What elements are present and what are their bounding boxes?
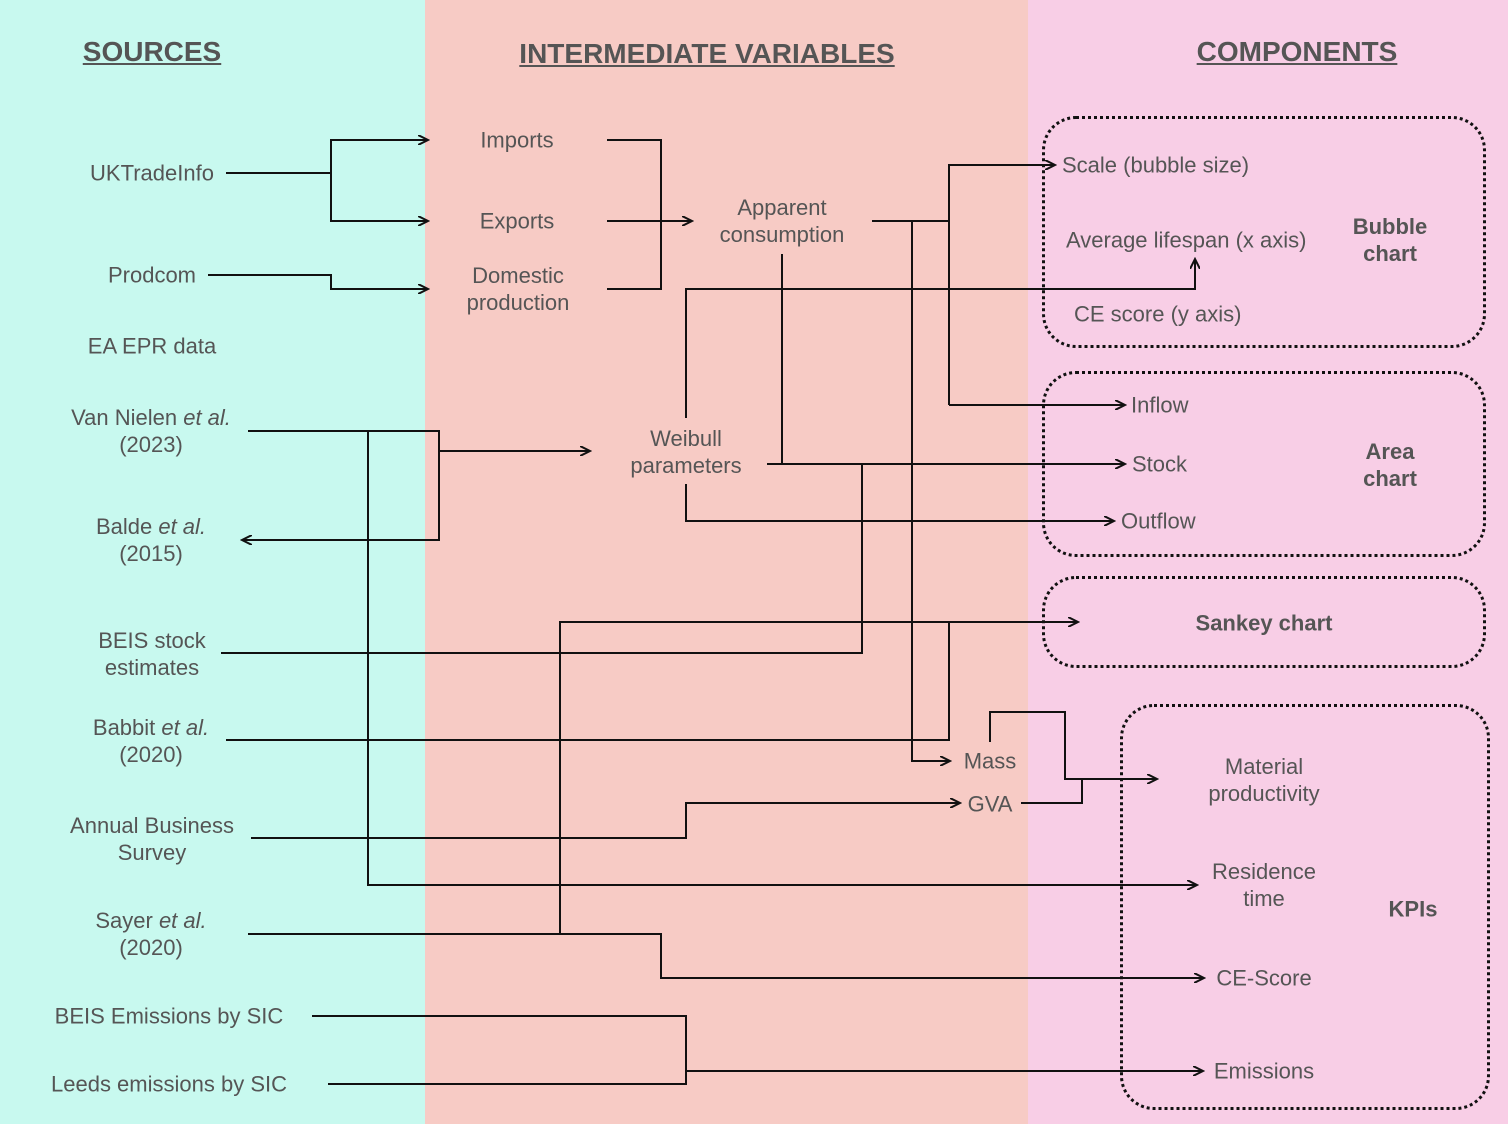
edge-apparent-mass bbox=[911, 221, 950, 761]
source-van-nielen-author: Van Nielen bbox=[71, 405, 184, 430]
comp-area-title: Area chart bbox=[1363, 438, 1417, 492]
source-babbit-author: Babbit bbox=[92, 715, 162, 740]
source-babbit-etal: et al. bbox=[161, 715, 210, 740]
edge-weibull-lifespan bbox=[685, 259, 1195, 418]
kpi-material-line2: productivity bbox=[1208, 781, 1320, 806]
var-imports: Imports bbox=[480, 127, 554, 153]
kpis-group bbox=[1120, 704, 1490, 1110]
source-balde-year: (2015) bbox=[119, 541, 183, 566]
source-van-nielen: Van Nielen et al. (2023) bbox=[71, 404, 231, 458]
var-mass: Mass bbox=[963, 748, 1017, 774]
var-apparent-consumption: Apparent consumption bbox=[720, 194, 845, 248]
source-uktradeinfo: UKTradeInfo bbox=[90, 160, 214, 186]
source-abs-line2: Survey bbox=[117, 840, 187, 865]
source-beis-stock-line2: estimates bbox=[104, 655, 200, 680]
var-domestic-line2: production bbox=[466, 290, 570, 315]
edge-vannielen-residence bbox=[367, 431, 1197, 885]
edge-mass-material bbox=[989, 711, 1157, 779]
kpi-residence-time: Residence time bbox=[1212, 858, 1316, 912]
edge-sayer-sankey bbox=[248, 622, 1078, 935]
edge-babbit-sankey bbox=[226, 622, 950, 741]
source-balde-etal: et al. bbox=[158, 514, 207, 539]
source-babbit: Babbit et al. (2020) bbox=[93, 714, 209, 768]
edge-weibull-outflow bbox=[685, 484, 1114, 521]
comp-bubble-title-line1: Bubble bbox=[1352, 214, 1428, 239]
components-column bbox=[1028, 0, 1508, 1124]
kpi-material-line1: Material bbox=[1224, 754, 1304, 779]
kpi-material-productivity: Material productivity bbox=[1208, 753, 1319, 807]
comp-bubble-scale: Scale (bubble size) bbox=[1062, 152, 1250, 178]
edge-abs-gva bbox=[251, 803, 960, 839]
var-apparent-line1: Apparent bbox=[737, 195, 827, 220]
edge-gva-material bbox=[1021, 779, 1083, 804]
edge-vannielen-weibull bbox=[242, 430, 440, 540]
edge-emissions-bracket bbox=[312, 1015, 687, 1085]
comp-sankey-title: Sankey chart bbox=[1195, 610, 1333, 636]
comp-area-outflow: Outflow bbox=[1121, 508, 1196, 534]
header-components: COMPONENTS bbox=[1196, 36, 1398, 67]
source-sayer-year: (2020) bbox=[119, 935, 183, 960]
comp-bubble-lifespan: Average lifespan (x axis) bbox=[1066, 227, 1307, 253]
sources-column bbox=[0, 0, 425, 1124]
comp-bubble-title-line2: chart bbox=[1363, 241, 1417, 266]
var-weibull-parameters: Weibull parameters bbox=[630, 425, 741, 479]
source-balde: Balde et al. (2015) bbox=[96, 513, 206, 567]
comp-area-inflow: Inflow bbox=[1131, 392, 1189, 418]
var-apparent-line2: consumption bbox=[719, 222, 845, 247]
edge-beisstock-stock bbox=[221, 464, 863, 654]
comp-bubble-title: Bubble chart bbox=[1353, 213, 1428, 267]
source-abs-line1: Annual Business bbox=[70, 813, 234, 838]
kpi-title: KPIs bbox=[1388, 896, 1438, 922]
var-domestic-production: Domestic production bbox=[467, 262, 570, 316]
kpi-emissions: Emissions bbox=[1213, 1058, 1315, 1084]
source-leeds-emissions: Leeds emissions by SIC bbox=[51, 1071, 287, 1097]
edge-uktradeinfo-imports bbox=[226, 140, 428, 174]
source-babbit-year: (2020) bbox=[119, 742, 183, 767]
comp-bubble-ce-score: CE score (y axis) bbox=[1074, 301, 1242, 327]
edge-prodcom-domestic bbox=[208, 274, 428, 289]
source-sayer-author: Sayer bbox=[95, 908, 159, 933]
source-ea-epr: EA EPR data bbox=[87, 333, 217, 359]
source-annual-business-survey: Annual Business Survey bbox=[70, 812, 234, 866]
source-van-nielen-year: (2023) bbox=[119, 432, 183, 457]
intermediate-column bbox=[425, 0, 1028, 1124]
var-weibull-line2: parameters bbox=[630, 453, 742, 478]
edge-apparent-scale bbox=[948, 165, 1055, 405]
source-beis-emissions: BEIS Emissions by SIC bbox=[54, 1003, 284, 1029]
source-prodcom: Prodcom bbox=[107, 262, 197, 288]
source-balde-author: Balde bbox=[95, 514, 159, 539]
kpi-residence-line1: Residence bbox=[1212, 859, 1316, 884]
source-sayer: Sayer et al. (2020) bbox=[95, 907, 206, 961]
var-gva: GVA bbox=[967, 791, 1013, 817]
bubble-chart-group bbox=[1042, 116, 1486, 348]
comp-area-title-line1: Area bbox=[1365, 439, 1415, 464]
var-exports: Exports bbox=[479, 208, 555, 234]
edge-imports-bracket bbox=[607, 139, 662, 290]
source-beis-stock: BEIS stock estimates bbox=[98, 627, 206, 681]
edge-sayer-cescore bbox=[560, 933, 1204, 978]
source-van-nielen-etal: et al. bbox=[183, 405, 231, 430]
source-beis-stock-line1: BEIS stock bbox=[98, 628, 206, 653]
comp-area-title-line2: chart bbox=[1363, 466, 1417, 491]
var-weibull-line1: Weibull bbox=[650, 426, 722, 451]
header-intermediate: INTERMEDIATE VARIABLES bbox=[519, 38, 895, 69]
kpi-residence-line2: time bbox=[1243, 886, 1285, 911]
source-sayer-etal: et al. bbox=[158, 908, 207, 933]
kpi-ce-score: CE-Score bbox=[1216, 965, 1312, 991]
edge-uktradeinfo-exports bbox=[330, 173, 428, 221]
header-sources: SOURCES bbox=[82, 36, 222, 67]
comp-area-stock: Stock bbox=[1132, 451, 1188, 477]
var-domestic-line1: Domestic bbox=[472, 263, 564, 288]
